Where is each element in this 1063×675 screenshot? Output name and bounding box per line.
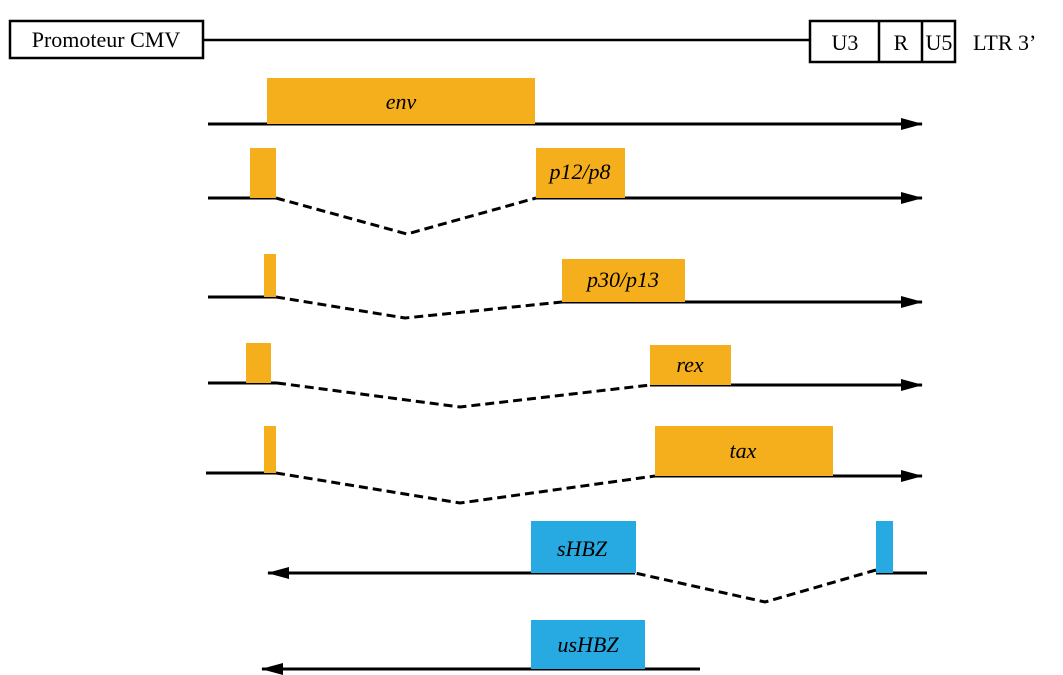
exon	[264, 254, 276, 297]
exon	[562, 259, 685, 302]
transcript-p12-p8: p12/p8	[208, 148, 923, 236]
ltr-box	[808, 19, 957, 64]
genome-header: Promoteur CMV U3 R U5 LTR 3’	[8, 19, 1036, 64]
intron-splice	[275, 295, 563, 320]
exon	[531, 521, 636, 573]
transcript-rex: rex	[208, 343, 923, 409]
exon	[246, 343, 271, 383]
ltr-label: LTR 3’	[973, 30, 1036, 55]
promoter-box	[8, 19, 205, 60]
transcript-label: sHBZ	[557, 536, 608, 561]
ltr-r-label: R	[894, 30, 909, 55]
ltr-u5-label: U5	[926, 30, 953, 55]
exon	[655, 426, 833, 476]
transcript-label: rex	[676, 352, 704, 377]
transcript-label: p30/p13	[585, 267, 659, 292]
transcript-label: usHBZ	[557, 632, 619, 657]
exon	[264, 426, 276, 473]
transcript-usHBZ: usHBZ	[261, 620, 700, 675]
exon	[267, 78, 535, 124]
transcript-label: tax	[730, 438, 757, 463]
intron-splice	[276, 381, 651, 409]
transcript-p30-p13: p30/p13	[208, 254, 923, 320]
ltr-u3-label: U3	[832, 30, 859, 55]
exon	[531, 620, 645, 669]
transcript-env: env	[208, 78, 923, 130]
transcript-tax: tax	[206, 426, 923, 505]
transcript-label: env	[386, 89, 417, 114]
promoter-label: Promoteur CMV	[32, 27, 181, 52]
exon	[876, 521, 893, 573]
intron-splice	[275, 196, 537, 236]
exon	[250, 148, 276, 198]
transcript-label: p12/p8	[547, 159, 610, 184]
intron-splice	[634, 568, 877, 604]
exon	[536, 148, 625, 198]
exon	[650, 345, 731, 385]
intron-splice	[275, 471, 656, 505]
transcript-sHBZ: sHBZ	[267, 521, 927, 604]
